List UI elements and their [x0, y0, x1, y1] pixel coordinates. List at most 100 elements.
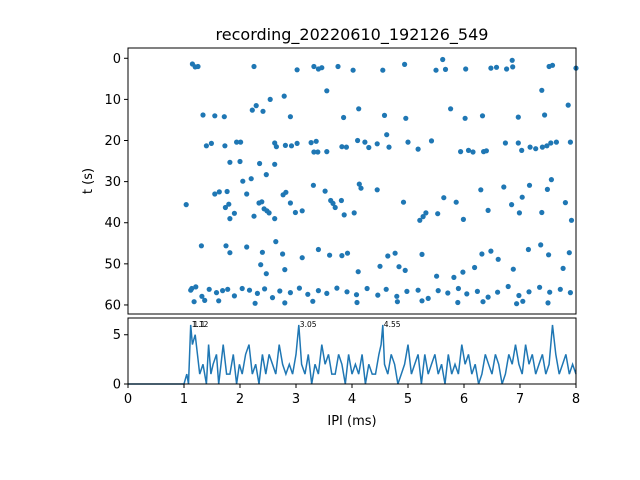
spike-point [470, 149, 476, 155]
spike-point [280, 251, 286, 257]
spike-point [428, 138, 435, 144]
spike-point [402, 267, 408, 273]
spike-point [553, 139, 560, 145]
spike-point [315, 288, 321, 294]
spike-point [324, 88, 330, 94]
x-tick-label: 1 [180, 392, 188, 407]
spike-point [400, 199, 407, 205]
spike-point [566, 250, 572, 256]
spike-point [542, 112, 548, 118]
spike-point [193, 284, 199, 290]
spike-point [324, 290, 330, 296]
spike-point [341, 212, 347, 218]
spike-point [277, 288, 283, 294]
spike-point [257, 160, 263, 167]
spike-point [315, 149, 321, 155]
spike-point [519, 194, 525, 200]
spike-point [240, 178, 246, 184]
spike-point [350, 67, 356, 73]
spike-point [425, 295, 431, 301]
spike-point [353, 292, 360, 298]
spike-point [433, 67, 439, 73]
x-tick-label: 3 [292, 392, 300, 407]
spike-point [385, 253, 391, 259]
spike-point [282, 267, 288, 273]
spike-point [463, 66, 469, 72]
spike-point [335, 63, 341, 70]
spike-point [396, 264, 402, 270]
spike-point [231, 210, 237, 216]
x-tick-label: 4 [348, 392, 356, 407]
spike-point [509, 57, 515, 63]
spike-point [557, 286, 563, 292]
spike-point [455, 285, 461, 292]
spike-point [282, 300, 288, 306]
spike-point [509, 202, 515, 208]
spike-point [539, 209, 545, 216]
y-tick-label: 50 [104, 257, 121, 272]
raster-y-label: t (s) [81, 168, 96, 194]
spike-point [263, 172, 269, 178]
spike-point [338, 197, 344, 204]
spike-point [273, 144, 279, 150]
spike-point [362, 139, 368, 145]
spike-point [458, 149, 464, 155]
spike-point [281, 93, 287, 99]
spike-point [267, 96, 273, 102]
spike-point [203, 143, 209, 149]
spike-point [251, 213, 257, 219]
spike-point [225, 286, 231, 292]
spike-point [434, 273, 440, 279]
spike-point [515, 114, 521, 120]
spike-point [538, 242, 544, 248]
spike-point [516, 210, 523, 216]
spike-point [567, 290, 574, 296]
spike-point [504, 66, 510, 72]
hist-y-tick-label: 0 [113, 378, 121, 393]
spike-point [260, 108, 266, 114]
spike-point [226, 201, 232, 207]
spike-point [310, 182, 316, 188]
spike-point [249, 107, 255, 113]
x-tick-label: 5 [404, 392, 412, 407]
spike-point [442, 66, 449, 72]
spike-point [310, 298, 316, 304]
spike-point [394, 293, 400, 299]
spike-point [568, 217, 575, 223]
spike-point [537, 284, 543, 290]
spike-point [392, 250, 398, 256]
spike-point [269, 295, 276, 301]
spike-point [493, 64, 500, 70]
spike-point [516, 292, 522, 299]
spike-point [533, 146, 539, 152]
spike-point [505, 283, 511, 290]
spike-point [562, 200, 569, 206]
spike-point [384, 132, 390, 138]
spike-point [183, 202, 189, 208]
spike-point [519, 147, 525, 153]
raster-frame [127, 47, 577, 315]
spike-point [451, 274, 457, 280]
y-tick-label: 0 [113, 52, 121, 67]
spike-point [495, 256, 501, 262]
histogram-y-ticks: 05 [113, 328, 128, 393]
histogram-x-ticks: 0 1 2 3 4 5 6 7 8 [124, 384, 580, 407]
spike-point [375, 292, 381, 298]
spike-point [287, 200, 293, 206]
spike-point [296, 285, 302, 291]
spike-point [244, 244, 250, 250]
y-tick-label: 20 [104, 134, 121, 149]
spike-point [549, 62, 556, 68]
spike-point [324, 149, 330, 155]
spike-point [358, 185, 364, 191]
x-tick-label: 8 [572, 392, 580, 407]
spike-point [545, 300, 551, 306]
spike-point [420, 214, 426, 220]
spike-point [460, 269, 466, 275]
spike-point [402, 61, 408, 67]
spike-point [282, 142, 288, 148]
spike-point [548, 140, 554, 146]
spike-point [474, 288, 480, 294]
spike-point [377, 263, 383, 269]
spike-point [479, 251, 485, 257]
